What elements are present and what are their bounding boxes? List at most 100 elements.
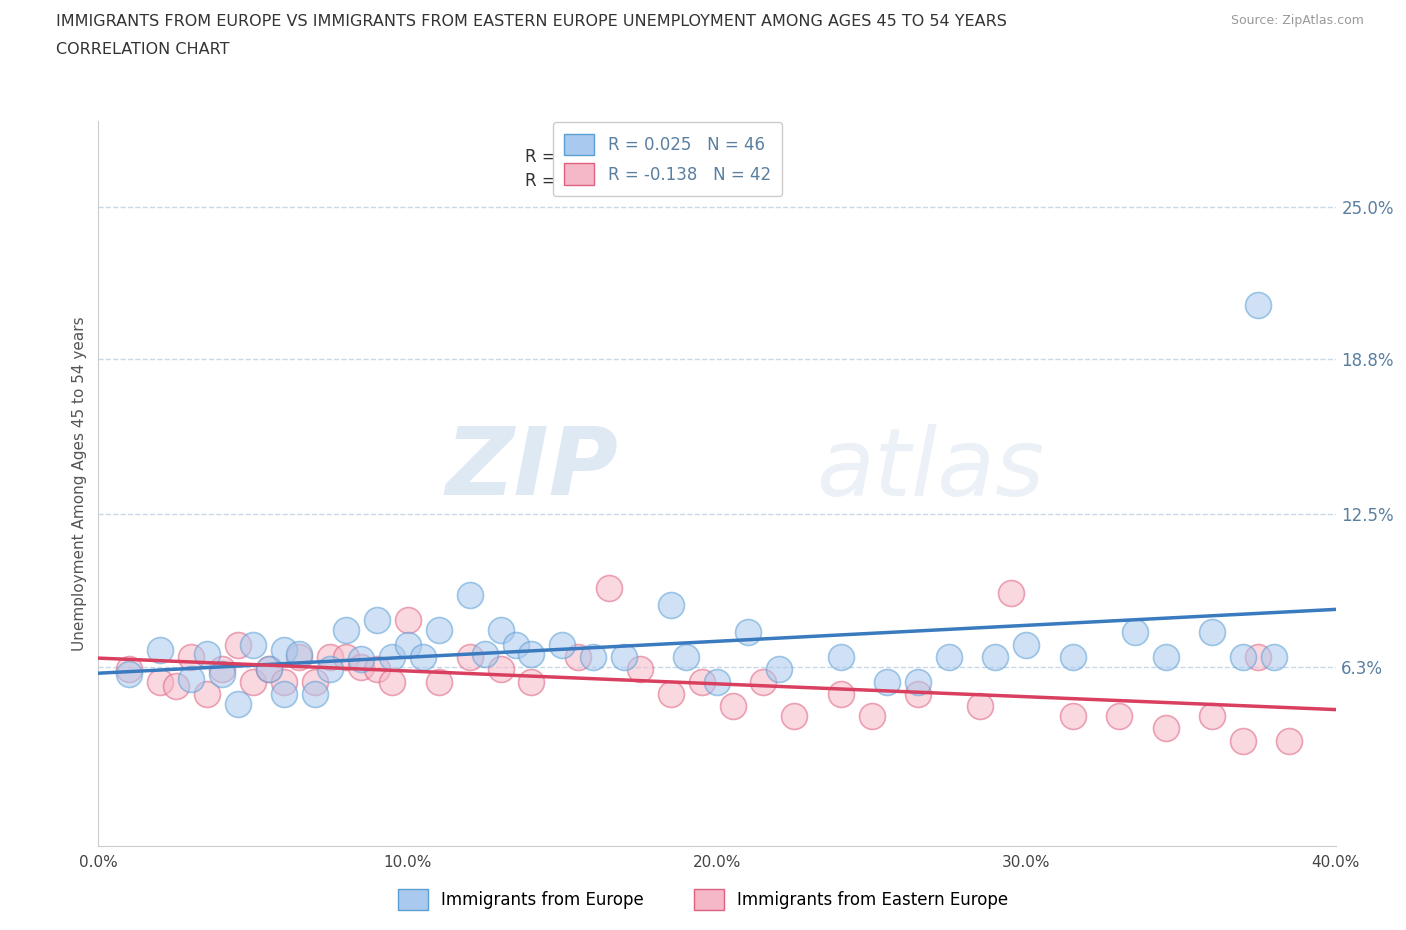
Text: 0.025: 0.025 [562, 148, 610, 166]
Point [458, 649, 481, 664]
Point [830, 686, 852, 701]
Point [598, 580, 620, 595]
Point [319, 649, 342, 664]
Point [427, 622, 450, 637]
Point [118, 662, 141, 677]
Text: 42: 42 [671, 172, 692, 190]
Text: Source: ZipAtlas.com: Source: ZipAtlas.com [1230, 14, 1364, 27]
Point [551, 637, 574, 652]
Text: CORRELATION CHART: CORRELATION CHART [56, 42, 229, 57]
Point [165, 679, 187, 694]
Point [706, 674, 728, 689]
Point [396, 637, 419, 652]
Point [211, 667, 233, 682]
Point [242, 674, 264, 689]
Point [381, 649, 404, 664]
Point [195, 647, 218, 662]
Point [1201, 709, 1223, 724]
Point [659, 686, 682, 701]
Point [675, 649, 697, 664]
Point [412, 649, 434, 664]
Point [1154, 649, 1177, 664]
Point [273, 674, 295, 689]
Point [335, 622, 357, 637]
Y-axis label: Unemployment Among Ages 45 to 54 years: Unemployment Among Ages 45 to 54 years [72, 316, 87, 651]
Point [366, 613, 388, 628]
Point [876, 674, 898, 689]
Point [1278, 733, 1301, 748]
Point [984, 649, 1007, 664]
Point [427, 674, 450, 689]
Point [1232, 733, 1254, 748]
Point [907, 686, 929, 701]
Point [505, 637, 527, 652]
Point [1062, 649, 1084, 664]
Point [520, 674, 543, 689]
Text: ZIP: ZIP [446, 423, 619, 515]
Legend: Immigrants from Europe, Immigrants from Eastern Europe: Immigrants from Europe, Immigrants from … [391, 883, 1015, 917]
Text: N =: N = [628, 172, 675, 190]
Point [489, 622, 512, 637]
Point [830, 649, 852, 664]
Point [1062, 709, 1084, 724]
Point [257, 662, 280, 677]
Point [242, 637, 264, 652]
Point [288, 649, 311, 664]
Point [226, 637, 249, 652]
Point [195, 686, 218, 701]
Point [350, 652, 373, 667]
Point [752, 674, 775, 689]
Point [860, 709, 883, 724]
Point [690, 674, 713, 689]
Point [288, 647, 311, 662]
Point [1201, 625, 1223, 640]
Point [149, 674, 172, 689]
Point [1015, 637, 1038, 652]
Point [1232, 649, 1254, 664]
Point [474, 647, 496, 662]
Text: -0.138: -0.138 [562, 172, 616, 190]
Point [257, 662, 280, 677]
Text: atlas: atlas [815, 423, 1045, 514]
Point [1263, 649, 1285, 664]
Point [350, 659, 373, 674]
Point [567, 649, 589, 664]
Point [304, 686, 326, 701]
Point [489, 662, 512, 677]
Point [783, 709, 806, 724]
Point [721, 698, 744, 713]
Text: IMMIGRANTS FROM EUROPE VS IMMIGRANTS FROM EASTERN EUROPE UNEMPLOYMENT AMONG AGES: IMMIGRANTS FROM EUROPE VS IMMIGRANTS FRO… [56, 14, 1007, 29]
Point [1108, 709, 1130, 724]
Point [273, 686, 295, 701]
Legend: R = 0.025   N = 46, R = -0.138   N = 42: R = 0.025 N = 46, R = -0.138 N = 42 [553, 122, 783, 196]
Point [1247, 649, 1270, 664]
Point [628, 662, 651, 677]
Point [737, 625, 759, 640]
Point [319, 662, 342, 677]
Point [118, 667, 141, 682]
Point [335, 649, 357, 664]
Point [907, 674, 929, 689]
Point [381, 674, 404, 689]
Point [273, 642, 295, 657]
Point [659, 598, 682, 613]
Point [211, 662, 233, 677]
Point [396, 613, 419, 628]
Text: N =: N = [628, 148, 675, 166]
Point [366, 662, 388, 677]
Point [1123, 625, 1146, 640]
Point [582, 649, 605, 664]
Point [938, 649, 960, 664]
Point [180, 671, 202, 686]
Point [969, 698, 991, 713]
Text: R =: R = [526, 172, 561, 190]
Point [458, 588, 481, 603]
Point [180, 649, 202, 664]
Point [304, 674, 326, 689]
Point [613, 649, 636, 664]
Point [226, 697, 249, 711]
Point [1247, 298, 1270, 312]
Point [520, 647, 543, 662]
Point [1000, 586, 1022, 601]
Point [768, 662, 790, 677]
